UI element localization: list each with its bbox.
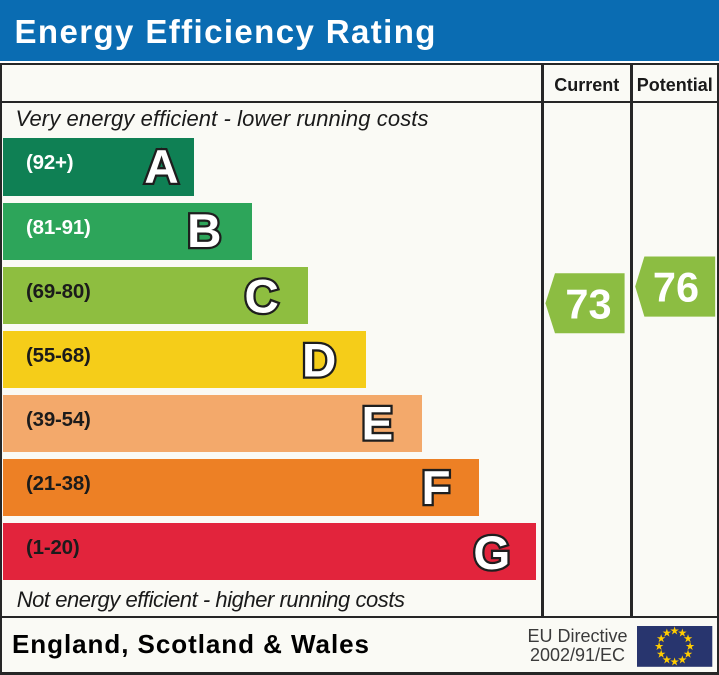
svg-text:73: 73 [565,280,611,327]
svg-text:76: 76 [653,264,699,311]
svg-text:A: A [144,141,178,194]
svg-text:F: F [421,462,450,515]
svg-text:E: E [361,398,393,451]
svg-text:G: G [473,527,510,580]
svg-text:B: B [187,205,221,258]
svg-text:D: D [302,334,336,387]
svg-text:C: C [244,270,278,323]
